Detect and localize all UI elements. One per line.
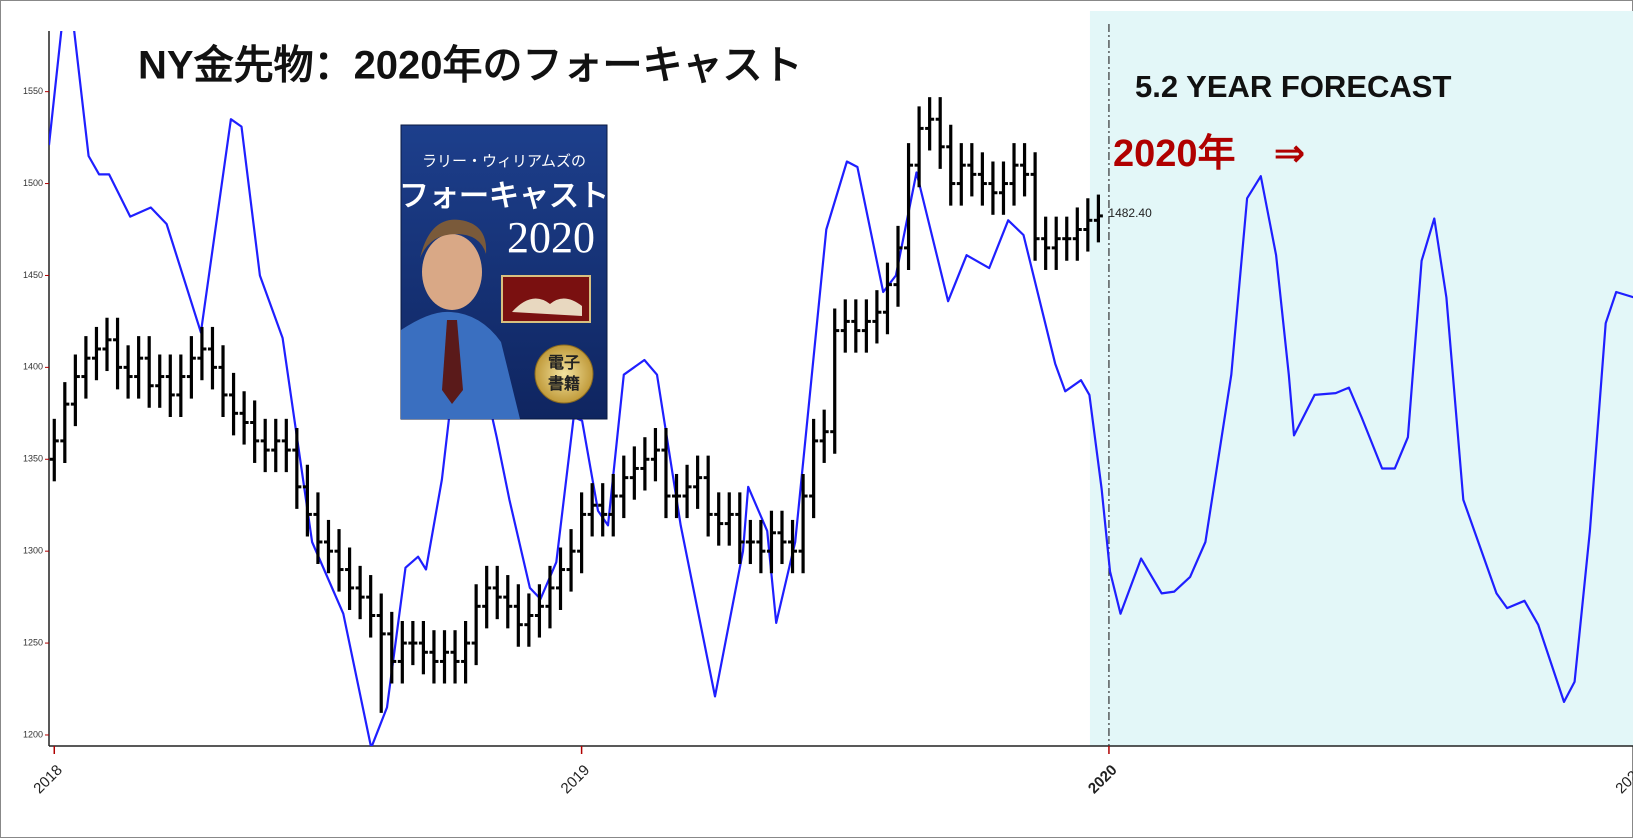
- book-emblem-art: [512, 298, 582, 316]
- book-year: 2020: [507, 213, 595, 262]
- plot-area: [49, 31, 1633, 746]
- y-tick-label: 1550: [23, 86, 43, 96]
- book-person-hair: [420, 219, 487, 258]
- chart-title: NY金先物：2020年のフォーキャスト: [138, 43, 803, 88]
- y-tick-label: 1350: [23, 454, 43, 464]
- book-title: フォーキャスト: [399, 180, 609, 213]
- y-tick-label: 1450: [23, 270, 43, 280]
- last-value-label: 1482.40: [1108, 206, 1152, 220]
- y-tick-label: 1300: [23, 546, 43, 556]
- y-tick-label: 1250: [23, 637, 43, 647]
- forecast-line: [49, 31, 1633, 746]
- annotation: 5.2 YEAR FORECAST: [1135, 69, 1451, 104]
- y-tick-label: 1200: [23, 729, 43, 739]
- book-badge-text: 書籍: [548, 374, 580, 393]
- book-person-tie: [442, 320, 463, 404]
- forecast-shade: [1089, 11, 1633, 746]
- y-tick-label: 1500: [23, 178, 43, 188]
- y-tick-label: 1400: [23, 362, 43, 372]
- book-author: ラリー・ウィリアムズの: [422, 153, 586, 170]
- book-person-face: [422, 234, 482, 310]
- annotation: 2020年 ⇒: [1113, 133, 1305, 175]
- forecast-area: [1089, 11, 1633, 746]
- book-badge: [534, 344, 594, 404]
- book-cover: ラリー・ウィリアムズの フォーキャスト 2020 電子 書籍: [399, 124, 609, 420]
- book-badge-text: 電子: [548, 354, 580, 372]
- axes: [45, 24, 1633, 754]
